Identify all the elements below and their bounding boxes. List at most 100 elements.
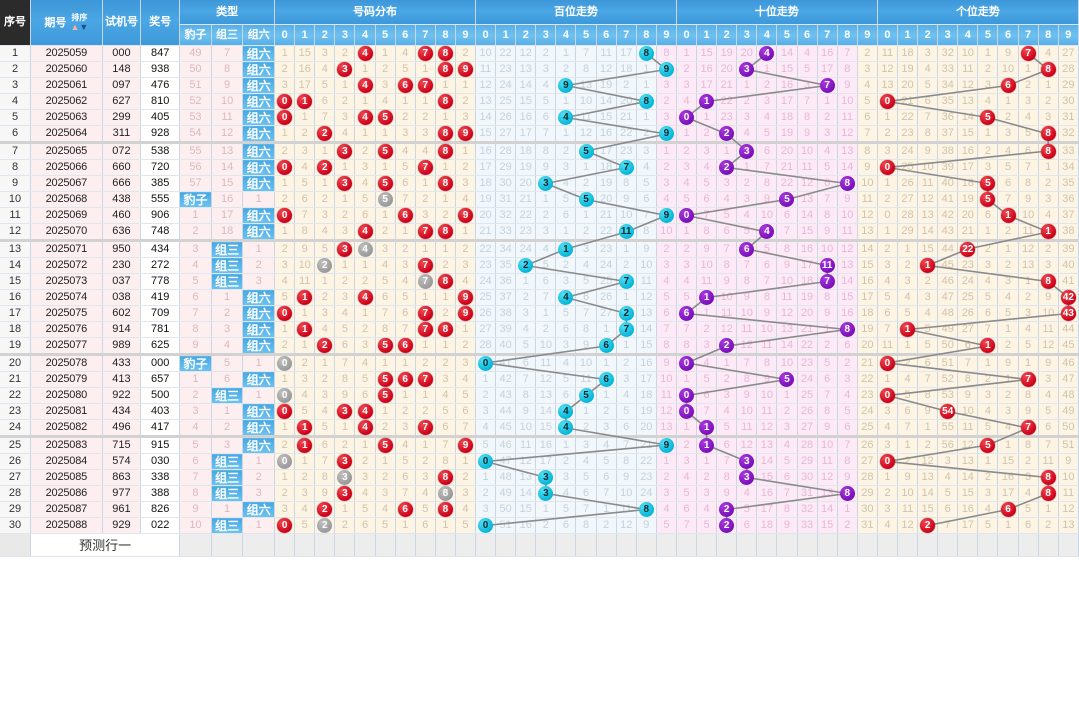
header-shi-digit-2[interactable]: 2 — [716, 24, 738, 46]
ball-red: 4 — [357, 110, 373, 125]
bai-cell-3: 6 — [535, 273, 557, 290]
header-shi-digit-6[interactable]: 6 — [797, 24, 818, 46]
header-dist-digit-0[interactable]: 0 — [274, 24, 296, 46]
dist-cell-4: 4 — [354, 77, 376, 94]
row-issue[interactable]: 2025061 — [30, 77, 103, 94]
dist-cell-5: 5 — [375, 337, 396, 356]
row-issue[interactable]: 2025080 — [30, 387, 103, 404]
shi-cell-5: 21 — [776, 159, 798, 176]
row-issue[interactable]: 2025069 — [30, 207, 103, 224]
bai-cell-2: 15 — [515, 501, 537, 518]
row-issue[interactable]: 2025076 — [30, 321, 103, 338]
row-issue[interactable]: 2025087 — [30, 501, 103, 518]
row-issue[interactable]: 2025078 — [30, 354, 103, 372]
row-issue[interactable]: 2025073 — [30, 273, 103, 290]
header-shi-digit-9[interactable]: 9 — [857, 24, 878, 46]
header-dist-digit-1[interactable]: 1 — [294, 24, 316, 46]
header-ge-digit-3[interactable]: 3 — [937, 24, 959, 46]
dist-cell-1: 16 — [294, 61, 316, 78]
header-bai-digit-2[interactable]: 2 — [515, 24, 537, 46]
row-issue[interactable]: 2025082 — [30, 419, 103, 438]
table-row: 25 2025083 715 915 5 3 组六 2 1 6 2 1 5 4 1 7 9 5 46 11 16 1 3 4 7… — [0, 436, 1079, 454]
header-testnum[interactable]: 试机号 — [102, 0, 142, 46]
row-issue[interactable]: 2025059 — [30, 45, 103, 62]
row-issue[interactable]: 2025068 — [30, 191, 103, 208]
bai-cell-5: 5 — [575, 469, 597, 486]
header-type-zuliu[interactable]: 组六 — [242, 24, 276, 46]
sort-up-icon[interactable]: ▲ — [70, 21, 80, 32]
header-dist-digit-8[interactable]: 8 — [435, 24, 456, 46]
shi-cell-9: 12 — [857, 207, 878, 224]
row-issue[interactable]: 2025071 — [30, 240, 103, 258]
row-issue[interactable]: 2025067 — [30, 175, 103, 192]
header-shi-digit-4[interactable]: 4 — [756, 24, 778, 46]
header-bai-digit-3[interactable]: 3 — [535, 24, 557, 46]
header-shi-digit-3[interactable]: 3 — [736, 24, 758, 46]
row-issue[interactable]: 2025066 — [30, 159, 103, 176]
row-issue[interactable]: 2025075 — [30, 305, 103, 322]
row-issue[interactable]: 2025064 — [30, 125, 103, 144]
shi-cell-0: 3 — [676, 159, 698, 176]
header-dist-digit-4[interactable]: 4 — [354, 24, 376, 46]
header-shi-digit-1[interactable]: 1 — [696, 24, 718, 46]
header-bai-digit-7[interactable]: 7 — [616, 24, 637, 46]
header-ge-digit-0[interactable]: 0 — [877, 24, 898, 46]
header-bai-digit-9[interactable]: 9 — [656, 24, 677, 46]
header-ge-digit-9[interactable]: 9 — [1058, 24, 1079, 46]
header-bai-digit-5[interactable]: 5 — [575, 24, 597, 46]
header-seq[interactable]: 序号 — [0, 0, 32, 46]
header-dist-digit-7[interactable]: 7 — [415, 24, 436, 46]
header-shi-digit-5[interactable]: 5 — [776, 24, 798, 46]
header-prize[interactable]: 奖号 — [140, 0, 181, 46]
row-issue[interactable]: 2025074 — [30, 289, 103, 306]
header-dist-digit-2[interactable]: 2 — [314, 24, 336, 46]
header-ge-digit-1[interactable]: 1 — [897, 24, 919, 46]
header-ge-digit-2[interactable]: 2 — [917, 24, 939, 46]
header-shi-digit-7[interactable]: 7 — [817, 24, 838, 46]
table-row: 30 2025088 929 022 10 组三 1 0 5 2 2 6 5 1 6 1 5 0 51 16 2 6 8 2 1… — [0, 517, 1079, 534]
row-issue[interactable]: 2025083 — [30, 436, 103, 454]
header-bai-digit-4[interactable]: 4 — [555, 24, 577, 46]
header-shi-digit-0[interactable]: 0 — [676, 24, 698, 46]
row-issue[interactable]: 2025085 — [30, 469, 103, 486]
row-issue[interactable]: 2025063 — [30, 109, 103, 126]
ge-cell-5: 1 — [977, 337, 999, 356]
row-issue[interactable]: 2025086 — [30, 485, 103, 502]
header-dist-digit-3[interactable]: 3 — [334, 24, 356, 46]
footer-blank-4 — [294, 533, 316, 557]
header-issue[interactable]: 期号 排序 ▲▼ — [30, 0, 103, 46]
row-issue[interactable]: 2025060 — [30, 61, 103, 78]
row-issue[interactable]: 2025081 — [30, 403, 103, 420]
sort-down-icon[interactable]: ▼ — [79, 21, 89, 32]
sort-icon[interactable]: 排序 ▲▼ — [70, 13, 88, 33]
row-issue[interactable]: 2025088 — [30, 517, 103, 534]
row-issue[interactable]: 2025084 — [30, 453, 103, 470]
row-issue[interactable]: 2025079 — [30, 371, 103, 388]
header-type-baozi[interactable]: 豹子 — [179, 24, 212, 46]
bai-cell-5: 1 — [575, 403, 597, 420]
row-issue[interactable]: 2025062 — [30, 93, 103, 110]
header-type-zusan[interactable]: 组三 — [211, 24, 244, 46]
row-prize: 625 — [140, 337, 181, 356]
row-issue[interactable]: 2025077 — [30, 337, 103, 356]
header-ge-digit-4[interactable]: 4 — [957, 24, 979, 46]
row-type-baozi: 1 — [179, 207, 212, 224]
header-dist-digit-6[interactable]: 6 — [395, 24, 416, 46]
header-ge-digit-6[interactable]: 6 — [997, 24, 1019, 46]
header-ge-digit-8[interactable]: 8 — [1038, 24, 1059, 46]
row-issue[interactable]: 2025072 — [30, 257, 103, 274]
row-issue[interactable]: 2025070 — [30, 223, 103, 242]
header-dist-digit-5[interactable]: 5 — [375, 24, 396, 46]
header-ge-digit-5[interactable]: 5 — [977, 24, 999, 46]
header-shi-digit-8[interactable]: 8 — [837, 24, 858, 46]
header-dist-digit-9[interactable]: 9 — [455, 24, 477, 46]
header-bai-digit-6[interactable]: 6 — [596, 24, 617, 46]
header-ge-digit-7[interactable]: 7 — [1018, 24, 1039, 46]
row-type-zuliu: 2 — [242, 469, 276, 486]
footer-blank-39 — [997, 533, 1019, 557]
row-issue[interactable]: 2025065 — [30, 142, 103, 160]
header-bai-digit-8[interactable]: 8 — [636, 24, 657, 46]
header-bai-digit-1[interactable]: 1 — [495, 24, 517, 46]
header-bai-digit-0[interactable]: 0 — [475, 24, 497, 46]
ge-cell-4: 17 — [957, 159, 979, 176]
